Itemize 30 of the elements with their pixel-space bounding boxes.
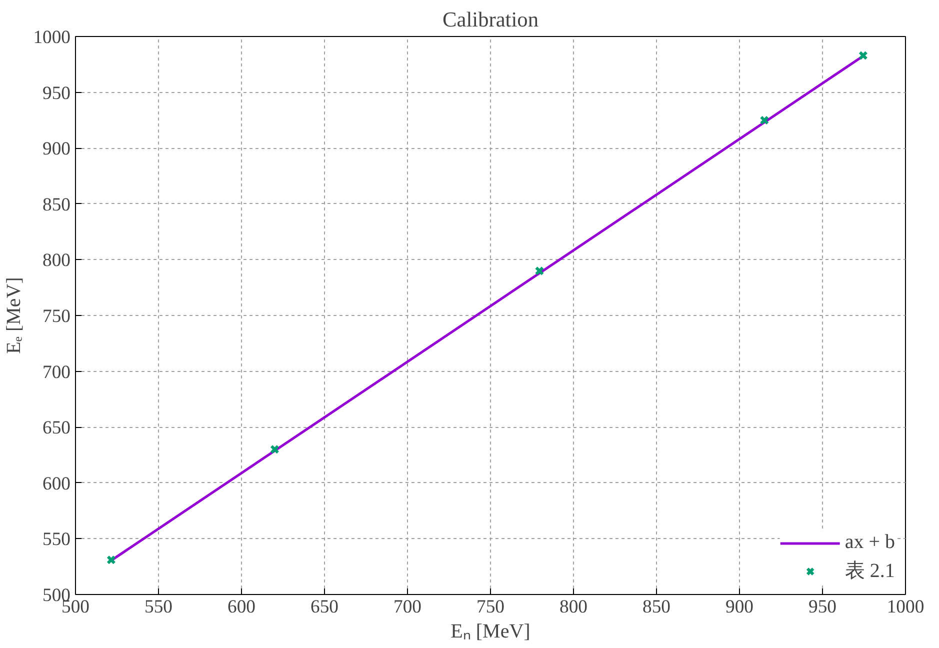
legend-label: ax + b (844, 531, 895, 554)
x-axis-title: Eₙ [MeV] (450, 620, 530, 642)
y-tick-label: 900 (42, 138, 70, 160)
x-tick-label: 700 (394, 596, 422, 618)
y-axis-title: Eₑ [MeV] (3, 277, 26, 354)
y-tick-label: 950 (42, 82, 70, 104)
point (760, 116, 770, 125)
x-tick-label: 650 (310, 596, 338, 618)
x-tick-label: 800 (560, 596, 588, 618)
y-tick-label: 850 (42, 194, 70, 216)
point (858, 50, 868, 60)
x-tick-label: 850 (642, 596, 670, 618)
y-tick-label: 550 (42, 529, 70, 550)
point (534, 266, 544, 276)
y-tick-label: 800 (42, 250, 70, 272)
y-tick-label: 750 (42, 306, 70, 327)
x-tick-label: 950 (808, 596, 836, 618)
y-tick-label: 1000 (33, 27, 70, 48)
x-tick-label: 600 (228, 596, 256, 618)
y-tick-label: 700 (42, 362, 70, 383)
x-tick-label: 550 (144, 596, 172, 618)
legend-label: 表 2.1 (844, 559, 895, 584)
x-tick-label: 900 (726, 596, 754, 618)
chart-title: Calibration (442, 8, 539, 32)
y-tick-label: 650 (42, 418, 70, 439)
point (106, 555, 116, 565)
x-tick-label: 750 (476, 596, 504, 618)
x-tick-label: 1000 (886, 596, 924, 618)
y-tick-label: 600 (42, 473, 70, 494)
point (270, 444, 280, 454)
